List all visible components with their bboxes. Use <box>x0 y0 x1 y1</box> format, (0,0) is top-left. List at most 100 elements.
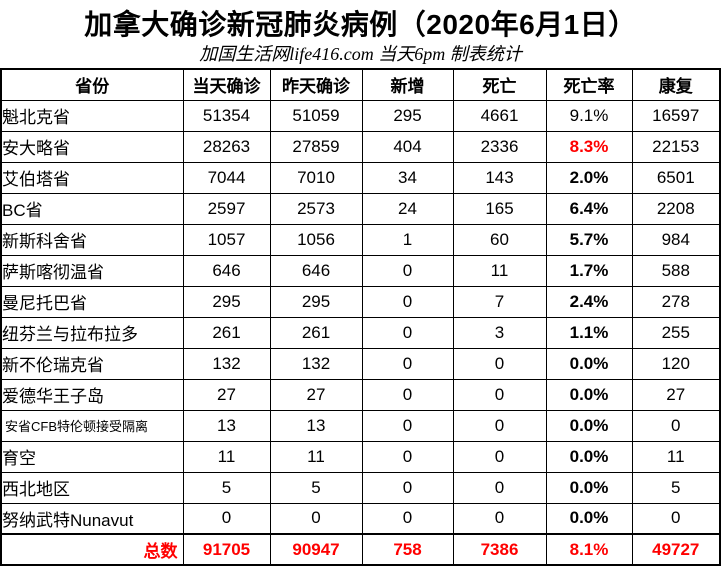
column-header-today: 当天确诊 <box>182 68 271 101</box>
deaths-cell: 143 <box>452 161 547 194</box>
recovered-cell: 120 <box>631 347 721 380</box>
totals-today-cell: 91705 <box>182 533 271 566</box>
table-row: BC省 2597 2573 24 165 6.4% 2208 <box>0 192 721 225</box>
table-row: 魁北克省 51354 51059 295 4661 9.1% 16597 <box>0 99 721 132</box>
deaths-cell: 0 <box>452 409 547 442</box>
yesterday-confirmed-cell: 11 <box>269 440 363 473</box>
yesterday-confirmed-cell: 27 <box>269 378 363 411</box>
death-rate-cell: 0.0% <box>545 378 633 411</box>
death-rate-cell: 6.4% <box>545 192 633 225</box>
recovered-cell: 16597 <box>631 99 721 132</box>
table-row: 新不伦瑞克省 132 132 0 0 0.0% 120 <box>0 347 721 380</box>
today-confirmed-cell: 295 <box>182 285 271 318</box>
today-confirmed-cell: 13 <box>182 409 271 442</box>
yesterday-confirmed-cell: 27859 <box>269 130 363 163</box>
death-rate-cell: 0.0% <box>545 471 633 504</box>
deaths-cell: 4661 <box>452 99 547 132</box>
new-cases-cell: 0 <box>361 285 454 318</box>
today-confirmed-cell: 1057 <box>182 223 271 256</box>
deaths-cell: 165 <box>452 192 547 225</box>
table-row: 新斯科舍省 1057 1056 1 60 5.7% 984 <box>0 223 721 256</box>
totals-rate-cell: 8.1% <box>545 533 633 566</box>
deaths-cell: 0 <box>452 378 547 411</box>
totals-row: 总数 91705 90947 758 7386 8.1% 49727 <box>0 533 721 566</box>
deaths-cell: 7 <box>452 285 547 318</box>
column-header-yesterday: 昨天确诊 <box>269 68 363 101</box>
table-row: 西北地区 5 5 0 0 0.0% 5 <box>0 471 721 504</box>
yesterday-confirmed-cell: 132 <box>269 347 363 380</box>
page-title: 加拿大确诊新冠肺炎病例（2020年6月1日） <box>84 9 637 40</box>
recovered-cell: 5 <box>631 471 721 504</box>
new-cases-cell: 34 <box>361 161 454 194</box>
death-rate-cell: 8.3% <box>545 130 633 163</box>
table-row: 安大略省 28263 27859 404 2336 8.3% 22153 <box>0 130 721 163</box>
column-header-new: 新增 <box>361 68 454 101</box>
new-cases-cell: 0 <box>361 316 454 349</box>
province-name-cell: 萨斯喀彻温省 <box>0 254 184 287</box>
recovered-cell: 11 <box>631 440 721 473</box>
province-name-cell: BC省 <box>0 192 184 225</box>
new-cases-cell: 1 <box>361 223 454 256</box>
table-row: 努纳武特Nunavut 0 0 0 0 0.0% 0 <box>0 502 721 535</box>
column-header-recovered: 康复 <box>631 68 721 101</box>
new-cases-cell: 404 <box>361 130 454 163</box>
new-cases-cell: 0 <box>361 347 454 380</box>
province-name-cell: 西北地区 <box>0 471 184 504</box>
yesterday-confirmed-cell: 646 <box>269 254 363 287</box>
column-header-rate: 死亡率 <box>545 68 633 101</box>
deaths-cell: 0 <box>452 440 547 473</box>
table-row: 育空 11 11 0 0 0.0% 11 <box>0 440 721 473</box>
yesterday-confirmed-cell: 1056 <box>269 223 363 256</box>
recovered-cell: 278 <box>631 285 721 318</box>
new-cases-cell: 0 <box>361 502 454 535</box>
today-confirmed-cell: 646 <box>182 254 271 287</box>
page-subtitle: 加国生活网life416.com 当天6pm 制表统计 <box>199 44 522 64</box>
deaths-cell: 2336 <box>452 130 547 163</box>
table-row: 安省CFB特伦顿接受隔离 13 13 0 0 0.0% 0 <box>0 409 721 442</box>
province-name-cell: 纽芬兰与拉布拉多 <box>0 316 184 349</box>
totals-label: 总数 <box>0 533 184 566</box>
yesterday-confirmed-cell: 0 <box>269 502 363 535</box>
today-confirmed-cell: 27 <box>182 378 271 411</box>
death-rate-cell: 2.4% <box>545 285 633 318</box>
province-name-cell: 育空 <box>0 440 184 473</box>
today-confirmed-cell: 51354 <box>182 99 271 132</box>
yesterday-confirmed-cell: 7010 <box>269 161 363 194</box>
new-cases-cell: 24 <box>361 192 454 225</box>
province-name-cell: 努纳武特Nunavut <box>0 502 184 535</box>
death-rate-cell: 2.0% <box>545 161 633 194</box>
deaths-cell: 0 <box>452 502 547 535</box>
deaths-cell: 60 <box>452 223 547 256</box>
new-cases-cell: 0 <box>361 471 454 504</box>
column-header-deaths: 死亡 <box>452 68 547 101</box>
yesterday-confirmed-cell: 261 <box>269 316 363 349</box>
recovered-cell: 255 <box>631 316 721 349</box>
death-rate-cell: 9.1% <box>545 99 633 132</box>
province-name-cell: 新不伦瑞克省 <box>0 347 184 380</box>
recovered-cell: 6501 <box>631 161 721 194</box>
recovered-cell: 22153 <box>631 130 721 163</box>
deaths-cell: 0 <box>452 471 547 504</box>
deaths-cell: 3 <box>452 316 547 349</box>
deaths-cell: 0 <box>452 347 547 380</box>
recovered-cell: 27 <box>631 378 721 411</box>
yesterday-confirmed-cell: 295 <box>269 285 363 318</box>
totals-new-cell: 758 <box>361 533 454 566</box>
table-row: 萨斯喀彻温省 646 646 0 11 1.7% 588 <box>0 254 721 287</box>
yesterday-confirmed-cell: 51059 <box>269 99 363 132</box>
death-rate-cell: 1.7% <box>545 254 633 287</box>
today-confirmed-cell: 5 <box>182 471 271 504</box>
new-cases-cell: 0 <box>361 378 454 411</box>
new-cases-cell: 295 <box>361 99 454 132</box>
deaths-cell: 11 <box>452 254 547 287</box>
table-row: 曼尼托巴省 295 295 0 7 2.4% 278 <box>0 285 721 318</box>
today-confirmed-cell: 2597 <box>182 192 271 225</box>
totals-yesterday-cell: 90947 <box>269 533 363 566</box>
column-header-province: 省份 <box>0 68 184 101</box>
yesterday-confirmed-cell: 13 <box>269 409 363 442</box>
death-rate-cell: 1.1% <box>545 316 633 349</box>
death-rate-cell: 0.0% <box>545 409 633 442</box>
today-confirmed-cell: 28263 <box>182 130 271 163</box>
recovered-cell: 2208 <box>631 192 721 225</box>
